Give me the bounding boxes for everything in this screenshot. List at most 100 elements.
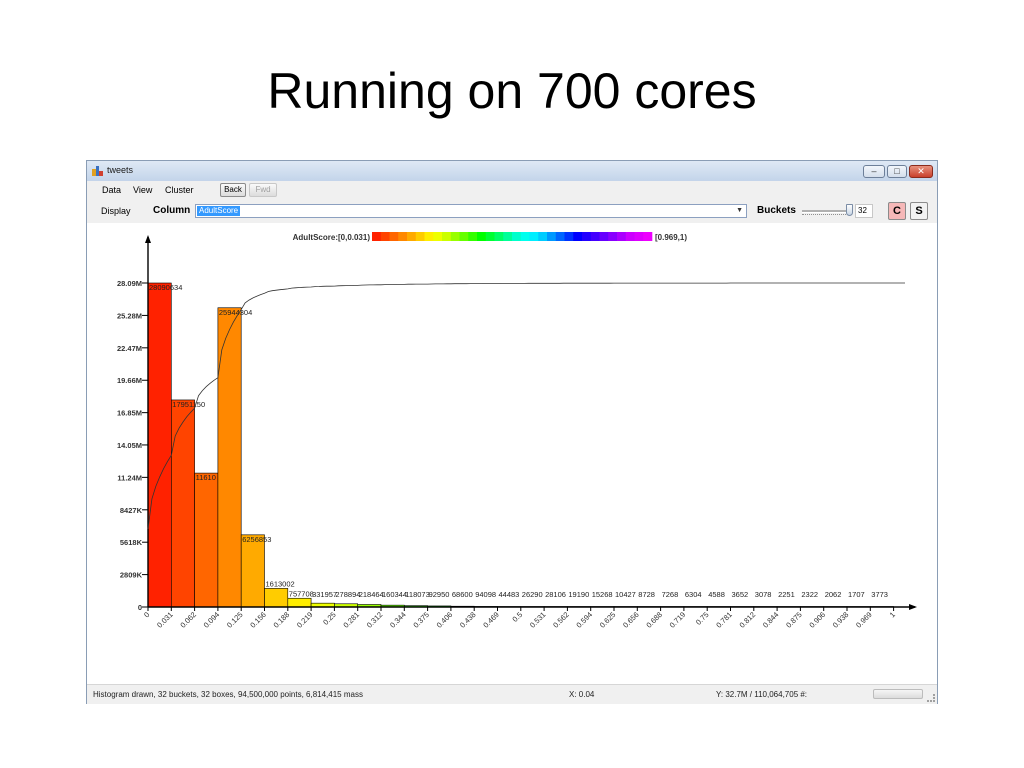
x-tick-label: 0.625 <box>598 610 618 630</box>
histogram-bar[interactable] <box>240 534 265 608</box>
column-label: Column <box>153 205 191 216</box>
legend-swatch <box>450 232 460 241</box>
bar-value-label: 25944304 <box>219 308 252 317</box>
slider-thumb[interactable] <box>846 204 853 216</box>
bar-value-label: 757708 <box>289 589 314 598</box>
x-tick-label: 1 <box>888 610 897 619</box>
chevron-down-icon[interactable]: ▼ <box>736 207 743 214</box>
menu-cluster[interactable]: Cluster <box>165 185 194 195</box>
legend-swatch <box>564 232 574 241</box>
bar-value-label: 3773 <box>871 590 888 599</box>
x-tick-label: 0.156 <box>248 610 268 630</box>
x-tick-label: 0.531 <box>528 610 548 630</box>
x-tick-label: 0.969 <box>854 610 874 630</box>
legend-swatch <box>617 232 627 241</box>
x-tick-label: 0.844 <box>761 610 781 630</box>
histogram-bar[interactable] <box>171 399 195 608</box>
status-summary: Histogram drawn, 32 buckets, 32 boxes, 9… <box>93 690 363 699</box>
legend-swatch <box>634 232 644 241</box>
x-tick-label: 0.594 <box>574 610 594 630</box>
bar-value-label: 17951150 <box>172 400 205 409</box>
y-tick-label: 5618K <box>120 538 143 547</box>
x-readout: X: 0.04 <box>569 690 595 699</box>
column-select-value: AdultScore <box>197 206 241 216</box>
legend-right-label: [0.969,1) <box>655 233 687 242</box>
fwd-button[interactable]: Fwd <box>249 183 277 197</box>
bar-value-label: 11610 <box>196 473 216 482</box>
x-tick-label: 0.469 <box>481 610 501 630</box>
bar-value-label: 1613002 <box>266 579 295 588</box>
x-tick-label: 0.906 <box>807 610 827 630</box>
window-title: tweets <box>107 165 134 175</box>
bar-value-label: 160344 <box>382 590 407 599</box>
bar-value-label: 7268 <box>662 590 679 599</box>
y-tick-label: 2809K <box>120 571 143 580</box>
slider-track <box>802 210 852 213</box>
legend-swatch <box>433 232 443 241</box>
x-tick-label: 0.125 <box>225 610 245 630</box>
c-button[interactable]: C <box>888 202 906 220</box>
x-tick-label: 0.281 <box>341 610 361 630</box>
menu-bar: Data View Cluster Back Fwd <box>87 181 937 200</box>
close-button[interactable]: ✕ <box>909 165 933 178</box>
legend-swatch <box>468 232 478 241</box>
resize-grip-icon[interactable] <box>927 694 935 702</box>
bar-value-label: 15268 <box>592 590 613 599</box>
histogram-bar[interactable] <box>287 597 312 608</box>
histogram-bar[interactable] <box>264 588 289 608</box>
legend-swatch <box>512 232 522 241</box>
x-axis-arrow-icon <box>909 604 917 610</box>
title-bar[interactable]: tweets – □ ✕ <box>87 161 937 181</box>
legend-swatch <box>538 232 548 241</box>
x-tick-label: 0.219 <box>295 610 315 630</box>
x-tick-label: 0.656 <box>621 610 641 630</box>
s-button[interactable]: S <box>910 202 928 220</box>
x-tick-label: 0.438 <box>458 610 478 630</box>
histogram-bar[interactable] <box>147 282 172 608</box>
column-select[interactable]: AdultScore ▼ <box>195 204 747 218</box>
legend-swatch <box>555 232 565 241</box>
legend-swatch <box>547 232 557 241</box>
histogram-area[interactable]: AdultScore:[0,0.031) [0.969,1) 0 2809K 5618… <box>87 223 937 684</box>
bar-value-label: 2251 <box>778 590 795 599</box>
y-tick-label: 14.05M <box>117 441 142 450</box>
cdf-line <box>147 282 905 530</box>
buckets-value: 32 <box>855 204 873 218</box>
x-tick-label: 0.344 <box>388 610 408 630</box>
menu-data[interactable]: Data <box>102 185 122 195</box>
legend-swatch <box>625 232 635 241</box>
legend-swatch <box>415 232 425 241</box>
legend-swatch <box>590 232 600 241</box>
legend-swatch <box>398 232 408 241</box>
x-tick-label: 0.781 <box>714 610 734 630</box>
minimize-button[interactable]: – <box>863 165 885 178</box>
y-tick-label: 28.09M <box>117 279 142 288</box>
status-bar: Histogram drawn, 32 buckets, 32 boxes, 9… <box>87 684 937 704</box>
buckets-slider[interactable] <box>802 204 853 216</box>
x-tick-label: 0.188 <box>272 610 292 630</box>
maximize-button[interactable]: □ <box>887 165 907 178</box>
y-readout: Y: 32.7M / 110,064,705 #: <box>716 690 808 699</box>
y-tick-label: 22.47M <box>117 344 142 353</box>
legend-swatch <box>389 232 399 241</box>
bar-value-label: 8728 <box>638 590 655 599</box>
bar-value-label: 331957 <box>312 590 337 599</box>
bar-value-label: 6256853 <box>242 535 271 544</box>
x-tick-label: 0.031 <box>155 610 175 630</box>
x-tick-label: 0.688 <box>644 610 664 630</box>
y-tick-label: 19.66M <box>117 376 142 385</box>
histogram-bar[interactable] <box>194 472 219 608</box>
legend-swatch <box>599 232 609 241</box>
legend-swatch <box>485 232 495 241</box>
back-button[interactable]: Back <box>220 183 246 197</box>
app-icon <box>92 166 103 176</box>
display-label[interactable]: Display <box>101 206 131 216</box>
histogram-chart[interactable]: AdultScore:[0,0.031) [0.969,1) 0 2809K 5618… <box>87 223 937 684</box>
legend-left-label: AdultScore:[0,0.031) <box>293 233 371 242</box>
menu-view[interactable]: View <box>133 185 153 195</box>
x-tick-label: 0.406 <box>435 610 455 630</box>
app-window: tweets – □ ✕ Data View Cluster Back Fwd … <box>86 160 938 704</box>
bar-value-label: 10427 <box>615 590 636 599</box>
legend-swatch <box>520 232 530 241</box>
x-tick-label: 0.938 <box>831 610 851 630</box>
